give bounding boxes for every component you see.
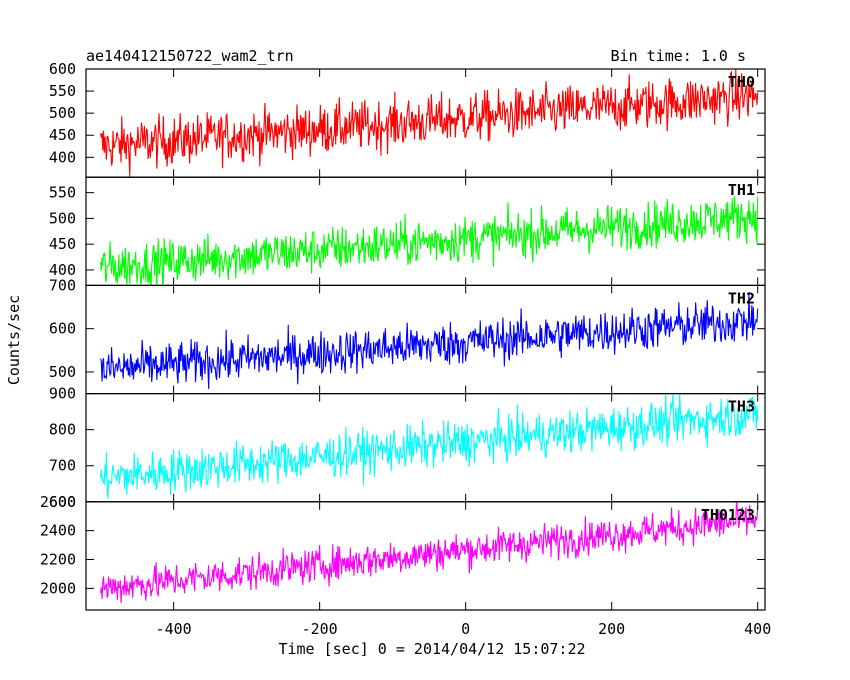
y-tick-label: 500 [49, 363, 76, 381]
y-tick-label: 700 [49, 276, 76, 294]
series-label: TH0123 [701, 506, 755, 524]
y-tick-label: 450 [49, 235, 76, 253]
series-label: TH2 [728, 289, 755, 307]
y-tick-label: 400 [49, 148, 76, 166]
chart-title: ae140412150722_wam2_trn [86, 47, 294, 65]
y-tick-label: 600 [49, 320, 76, 338]
y-tick-label: 550 [49, 82, 76, 100]
panel-th1: 400 450 500 550 TH1 [49, 176, 766, 286]
y-tick-label: 550 [49, 184, 76, 202]
y-tick-label: 500 [49, 209, 76, 227]
panel-th0123: 2000 2200 2400 2600 TH0123 [40, 493, 766, 611]
y-tick-label: 700 [49, 457, 76, 475]
y-tick-label: 2200 [40, 551, 76, 569]
series-th1 [100, 195, 759, 286]
panels-group: 400 450 500 550 600 TH0 400 450 500 550 TH1 500 600 7… [40, 60, 771, 638]
series-th3 [100, 393, 759, 499]
x-axis-label: Time [sec] 0 = 2014/04/12 15:07:22 [278, 640, 585, 658]
y-tick-label: 400 [49, 261, 76, 279]
y-tick-label: 2400 [40, 522, 76, 540]
y-tick-label: 600 [49, 60, 76, 78]
x-tick-label: -200 [302, 620, 338, 638]
series-label: TH0 [728, 73, 755, 91]
y-axis-label: Counts/sec [5, 295, 23, 385]
x-tick-label: 200 [598, 620, 625, 638]
series-th2 [100, 292, 759, 389]
panel-th3: 600 700 800 900 TH3 [49, 385, 766, 511]
panel-frame [85, 284, 766, 395]
series-label: TH1 [728, 181, 755, 199]
panel-th2: 500 600 700 TH2 [49, 276, 766, 395]
y-tick-label: 600 [49, 493, 76, 511]
y-tick-label: 500 [49, 104, 76, 122]
series-th0123 [100, 501, 759, 604]
y-tick-label: 900 [49, 385, 76, 403]
series-th0 [100, 69, 759, 177]
y-tick-label: 2600 [40, 493, 76, 511]
y-tick-label: 450 [49, 126, 76, 144]
panel-frame [85, 501, 766, 611]
y-tick-label: 2000 [40, 579, 76, 597]
panel-th0: 400 450 500 550 600 TH0 [49, 60, 766, 178]
x-tick-label: -400 [156, 620, 192, 638]
x-tick-label: 400 [744, 620, 771, 638]
series-label: TH3 [728, 398, 755, 416]
x-tick-label: 0 [461, 620, 470, 638]
bin-time-label: Bin time: 1.0 s [611, 47, 746, 65]
y-tick-label: 800 [49, 421, 76, 439]
